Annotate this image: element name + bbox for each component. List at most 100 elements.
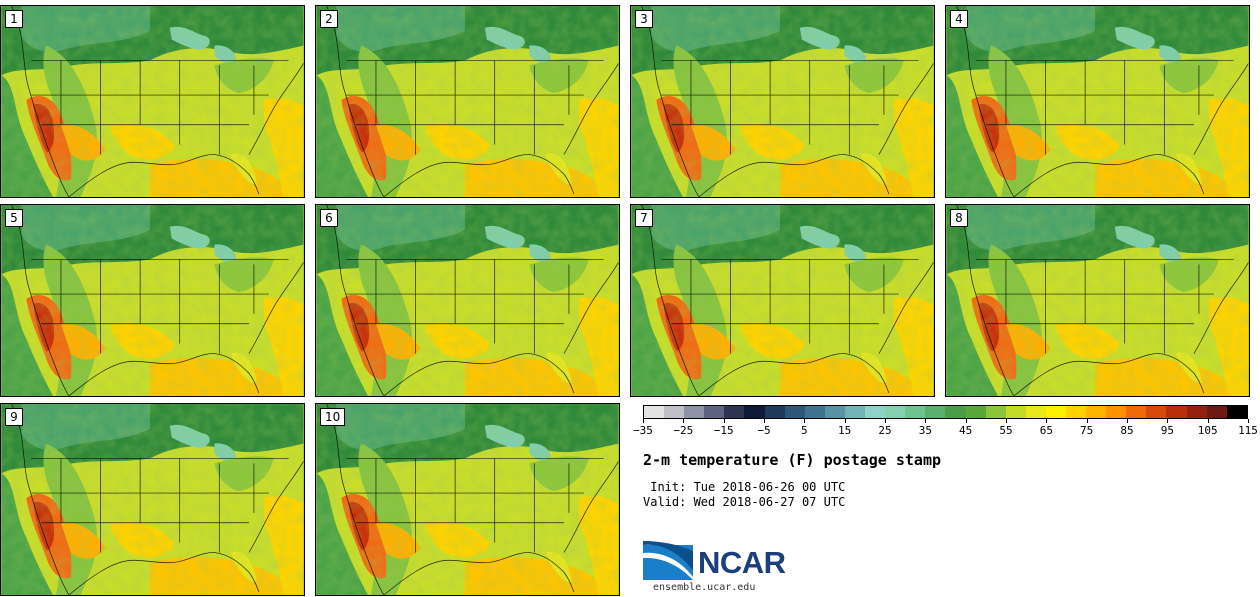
- colorbar-segment: [1086, 406, 1107, 418]
- temperature-map: [946, 205, 1249, 396]
- member-panel-10: 10: [315, 403, 620, 596]
- colorbar-tick-label: 95: [1160, 424, 1174, 437]
- colorbar-segment: [824, 406, 845, 418]
- colorbar-tick-label: 85: [1120, 424, 1134, 437]
- colorbar-segment: [985, 406, 1006, 418]
- colorbar-tick: [1006, 419, 1007, 423]
- colorbar-segment: [744, 406, 765, 418]
- colorbar-segment: [925, 406, 946, 418]
- colorbar-tick-label: 5: [801, 424, 808, 437]
- colorbar-tick-label: 55: [999, 424, 1013, 437]
- colorbar-tick: [1167, 419, 1169, 423]
- member-label: 8: [950, 209, 968, 227]
- colorbar-tick-label: 35: [918, 424, 932, 437]
- plot-title: 2-m temperature (F) postage stamp: [643, 451, 942, 469]
- member-panel-9: 9: [0, 403, 305, 596]
- colorbar-tick: [1086, 419, 1088, 423]
- colorbar-tick: [643, 419, 644, 423]
- colorbar-tick: [1248, 419, 1249, 423]
- colorbar-tick: [723, 419, 725, 423]
- colorbar-tick-label: −35: [633, 424, 653, 437]
- temperature-map: [316, 404, 619, 595]
- temperature-map: [316, 6, 619, 197]
- colorbar-segment: [865, 406, 886, 418]
- colorbar-segment: [1005, 406, 1026, 418]
- member-label: 1: [5, 10, 23, 28]
- member-panel-3: 3: [630, 5, 935, 198]
- colorbar-tick-label: 45: [959, 424, 973, 437]
- member-panel-5: 5: [0, 204, 305, 397]
- colorbar-segment: [724, 406, 745, 418]
- colorbar-segment: [965, 406, 986, 418]
- temperature-map: [316, 205, 619, 396]
- colorbar-tick: [804, 419, 806, 423]
- colorbar-tick-label: 75: [1080, 424, 1094, 437]
- colorbar-segment: [844, 406, 866, 418]
- colorbar-segment: [664, 406, 685, 418]
- init-time: Init: Tue 2018-06-26 00 UTC: [643, 480, 846, 494]
- colorbar-segment: [905, 406, 926, 418]
- temperature-map: [1, 205, 304, 396]
- colorbar-segment: [1106, 406, 1127, 418]
- member-panel-6: 6: [315, 204, 620, 397]
- temperature-map: [1, 404, 304, 595]
- colorbar-tick-label: 65: [1039, 424, 1053, 437]
- colorbar-segment: [704, 406, 725, 418]
- logo-url: ensemble.ucar.edu: [653, 582, 756, 593]
- colorbar-segment: [764, 406, 785, 418]
- temperature-colorbar: [643, 405, 1248, 419]
- colorbar-segment: [1146, 406, 1167, 418]
- colorbar-tick-label: 105: [1197, 424, 1218, 437]
- member-label: 6: [320, 209, 338, 227]
- member-label: 7: [635, 209, 653, 227]
- colorbar-segment: [1206, 406, 1227, 418]
- colorbar-segment: [885, 406, 906, 418]
- colorbar-segment: [1186, 406, 1207, 418]
- member-label: 3: [635, 10, 653, 28]
- colorbar-segment: [945, 406, 966, 418]
- colorbar-tick: [683, 419, 685, 423]
- colorbar-segment: [1126, 406, 1147, 418]
- member-label: 2: [320, 10, 338, 28]
- colorbar-tick: [1127, 419, 1128, 423]
- colorbar-tick: [764, 419, 765, 423]
- member-label: 9: [5, 408, 23, 426]
- colorbar-tick-label: 25: [878, 424, 892, 437]
- colorbar-tick: [1207, 419, 1209, 423]
- colorbar-tick: [1046, 419, 1048, 423]
- colorbar-tick: [965, 419, 967, 423]
- colorbar-tick-label: 115: [1238, 424, 1258, 437]
- colorbar-ticks: −35 −25 −15 −5 5 15 25 35 45 55 65 75 85 95 105 115: [633, 419, 1258, 439]
- temperature-map: [1, 6, 304, 197]
- member-panel-2: 2: [315, 5, 620, 198]
- member-label: 5: [5, 209, 23, 227]
- colorbar-segment: [1065, 406, 1087, 418]
- colorbar-tick: [925, 419, 927, 423]
- member-label: 10: [320, 408, 346, 426]
- colorbar-tick-label: −5: [757, 424, 771, 437]
- member-panel-1: 1: [0, 5, 305, 198]
- member-panel-7: 7: [630, 204, 935, 397]
- valid-time: Valid: Wed 2018-06-27 07 UTC: [643, 495, 846, 509]
- colorbar-segment: [1166, 406, 1187, 418]
- temperature-map: [631, 6, 934, 197]
- colorbar-segment: [804, 406, 825, 418]
- colorbar-segment: [684, 406, 705, 418]
- colorbar-segment: [1045, 406, 1066, 418]
- member-panel-8: 8: [945, 204, 1250, 397]
- colorbar-segment: [1025, 406, 1046, 418]
- colorbar-segment: [644, 406, 665, 418]
- colorbar-segment: [784, 406, 805, 418]
- colorbar-tick: [844, 419, 846, 423]
- member-panel-4: 4: [945, 5, 1250, 198]
- colorbar-tick-label: 15: [838, 424, 852, 437]
- temperature-map: [631, 205, 934, 396]
- ncar-wordmark: NCAR: [698, 545, 786, 580]
- colorbar-segment: [1226, 406, 1247, 418]
- ncar-logo-icon: [643, 541, 693, 580]
- colorbar-tick-label: −15: [713, 424, 734, 437]
- colorbar-tick: [885, 419, 886, 423]
- temperature-map: [946, 6, 1249, 197]
- colorbar-tick-label: −25: [673, 424, 694, 437]
- member-label: 4: [950, 10, 968, 28]
